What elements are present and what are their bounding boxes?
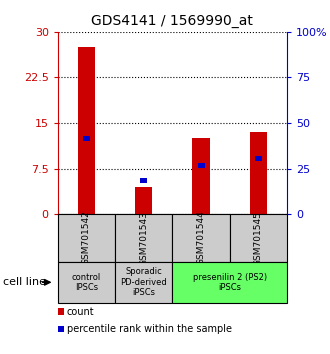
Bar <box>78 47 95 214</box>
Title: GDS4141 / 1569990_at: GDS4141 / 1569990_at <box>91 14 253 28</box>
Bar <box>192 138 210 214</box>
Text: Sporadic
PD-derived
iPSCs: Sporadic PD-derived iPSCs <box>120 267 167 297</box>
Text: GSM701545: GSM701545 <box>254 211 263 266</box>
Bar <box>255 156 262 161</box>
Bar <box>250 132 267 214</box>
Bar <box>135 187 152 214</box>
Text: presenilin 2 (PS2)
iPSCs: presenilin 2 (PS2) iPSCs <box>193 273 267 292</box>
Text: count: count <box>67 307 95 316</box>
Bar <box>83 136 90 141</box>
Text: percentile rank within the sample: percentile rank within the sample <box>67 324 232 334</box>
Text: cell line: cell line <box>3 277 46 287</box>
Text: GSM701543: GSM701543 <box>139 211 148 266</box>
Text: GSM701542: GSM701542 <box>82 211 91 266</box>
Bar <box>140 178 147 183</box>
Bar <box>173 214 230 262</box>
Text: control
IPSCs: control IPSCs <box>72 273 101 292</box>
Bar <box>115 262 173 303</box>
Bar <box>173 262 287 303</box>
Bar <box>115 214 173 262</box>
Bar <box>58 262 115 303</box>
Text: GSM701544: GSM701544 <box>197 211 206 266</box>
Bar <box>198 163 205 168</box>
Bar <box>58 214 115 262</box>
Bar <box>230 214 287 262</box>
